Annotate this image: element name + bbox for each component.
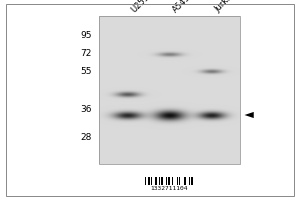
Bar (156, 177, 157, 185)
Text: 95: 95 (80, 30, 92, 40)
Bar (184, 177, 185, 185)
Text: U251: U251 (129, 0, 151, 14)
Bar (185, 177, 186, 185)
Bar (149, 177, 150, 185)
Bar (162, 177, 163, 185)
Bar (99, 16, 240, 164)
Bar (148, 177, 149, 185)
Text: Jurkat: Jurkat (213, 0, 237, 14)
Bar (159, 177, 160, 185)
Text: 72: 72 (80, 48, 92, 58)
Bar (166, 177, 167, 185)
Bar (189, 177, 190, 185)
Bar (191, 177, 192, 185)
Bar (192, 177, 193, 185)
Text: 28: 28 (80, 133, 92, 142)
Bar (145, 177, 146, 185)
Bar (179, 177, 180, 185)
Text: A549: A549 (171, 0, 193, 14)
Text: 36: 36 (80, 105, 92, 114)
Bar (177, 177, 178, 185)
Bar (161, 177, 162, 185)
Bar (168, 177, 169, 185)
Bar (172, 177, 173, 185)
Polygon shape (244, 112, 254, 118)
Text: 55: 55 (80, 66, 92, 75)
Bar (169, 177, 170, 185)
Text: 1332711104: 1332711104 (151, 186, 188, 191)
Bar (155, 177, 156, 185)
